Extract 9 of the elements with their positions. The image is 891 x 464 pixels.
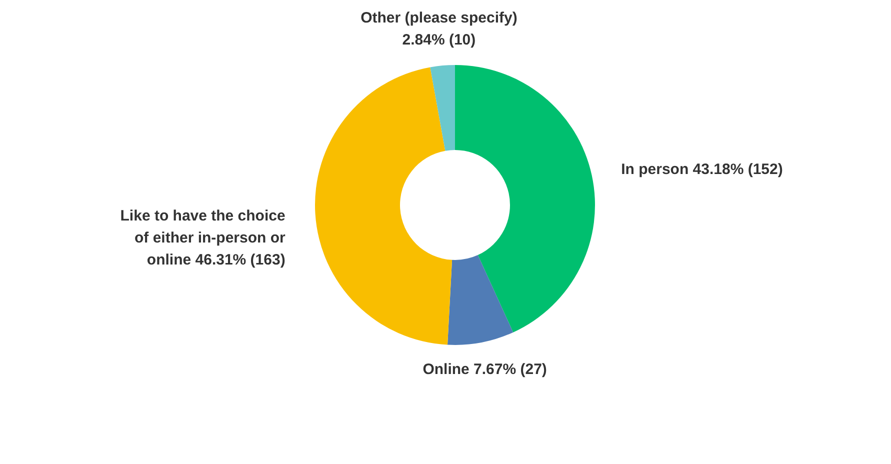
donut-slice	[430, 65, 455, 151]
slice-label: In person 43.18% (152)	[621, 160, 783, 178]
data-label: 2.84% (10)	[402, 32, 476, 49]
donut-slice	[455, 65, 595, 332]
slice-label: Other (please specify)	[360, 10, 518, 27]
donut-slice	[448, 255, 514, 345]
slice-label: Like to have the choice of either in-person or online 46.31% (163)	[120, 208, 286, 269]
donut-slice	[315, 67, 452, 345]
slice-label: Online 7.67% (27)	[422, 361, 547, 378]
